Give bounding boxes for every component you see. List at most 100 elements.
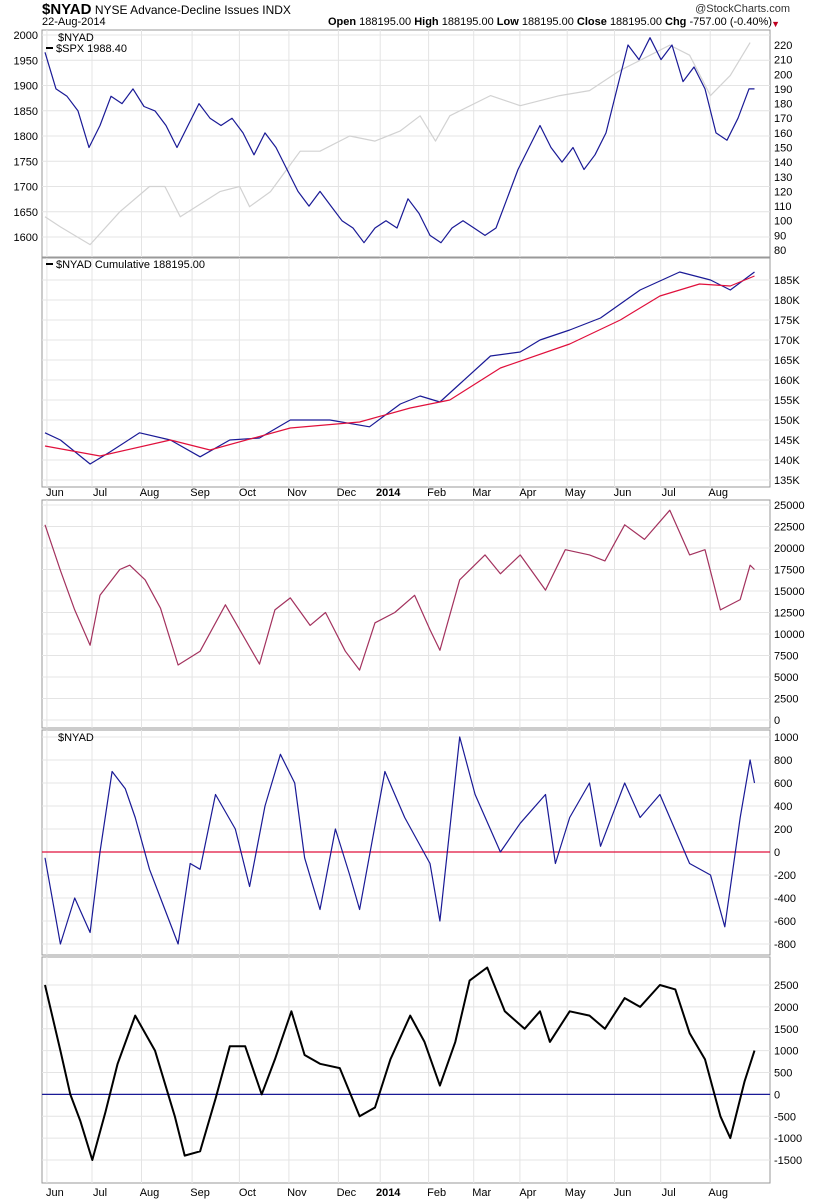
month-label: Aug xyxy=(708,1187,728,1199)
legend-label: $SPX 1988.40 xyxy=(56,43,127,55)
right-tick-label: 220 xyxy=(774,40,792,52)
month-label: Jul xyxy=(93,1187,107,1199)
right-tick-label: 150K xyxy=(774,415,800,427)
exchange: INDX xyxy=(262,3,291,17)
month-label: Jul xyxy=(93,487,107,499)
right-tick-label: 170 xyxy=(774,113,792,125)
right-tick-label: 200 xyxy=(774,69,792,81)
right-tick-label: 160 xyxy=(774,128,792,140)
chart-title: $NYAD NYSE Advance-Decline Issues INDX xyxy=(42,1,291,18)
symbol: $NYAD xyxy=(42,1,92,18)
panel-frame-indicator-1 xyxy=(41,499,771,729)
change-value: -757.00 (-0.40%) xyxy=(689,16,772,28)
right-tick-label: 210 xyxy=(774,55,792,67)
right-tick-label: 2000 xyxy=(774,1002,798,1014)
right-tick-label: 500 xyxy=(774,1068,792,1080)
legend-label: $NYAD xyxy=(58,732,94,744)
series-line-indicator xyxy=(44,509,755,671)
month-label: Nov xyxy=(287,487,307,499)
open-value: 188195.00 xyxy=(359,16,412,28)
month-label: Apr xyxy=(519,1187,536,1199)
month-label: Jun xyxy=(46,487,64,499)
left-tick-label: 1950 xyxy=(14,55,38,67)
left-tick-label: 1700 xyxy=(14,182,38,194)
legend-label: $NYAD Cumulative 188195.00 xyxy=(56,259,205,271)
right-tick-label: 1500 xyxy=(774,1024,798,1036)
right-tick-label: 1000 xyxy=(774,1046,798,1058)
right-tick-label: 0 xyxy=(774,1089,780,1101)
panel-frame-price xyxy=(41,29,771,258)
right-tick-label: 10000 xyxy=(774,629,805,641)
low-label: Low xyxy=(496,16,519,28)
ohlc-readout: Open 188195.00 High 188195.00 Low 188195… xyxy=(328,16,772,28)
month-label: Mar xyxy=(472,487,491,499)
right-tick-label: 600 xyxy=(774,778,792,790)
left-tick-label: 1600 xyxy=(14,232,38,244)
month-label: Aug xyxy=(140,1187,160,1199)
month-label: Aug xyxy=(708,487,728,499)
month-label: Nov xyxy=(287,1187,307,1199)
month-label: Jun xyxy=(614,487,632,499)
legend-label: $NYAD xyxy=(58,32,94,44)
right-tick-label: 12500 xyxy=(774,608,805,620)
right-tick-label: 0 xyxy=(774,847,780,859)
right-tick-label: 150 xyxy=(774,143,792,155)
right-tick-label: 90 xyxy=(774,230,786,242)
right-tick-label: 25000 xyxy=(774,500,805,512)
month-label: Feb xyxy=(427,487,446,499)
right-tick-label: 110 xyxy=(774,201,792,213)
month-label: May xyxy=(565,487,586,499)
right-tick-label: 200 xyxy=(774,824,792,836)
month-label: 2014 xyxy=(376,487,401,499)
month-label: Jul xyxy=(662,487,676,499)
right-tick-label: 400 xyxy=(774,801,792,813)
month-label: Aug xyxy=(140,487,160,499)
left-tick-label: 1800 xyxy=(14,131,38,143)
panel-frame-nyad xyxy=(41,729,771,956)
right-tick-label: 7500 xyxy=(774,651,798,663)
right-tick-label: 20000 xyxy=(774,543,805,555)
month-label: Dec xyxy=(337,1187,357,1199)
panel-frame-cumulative xyxy=(41,257,771,488)
right-tick-label: 135K xyxy=(774,475,800,487)
series-line-indicator xyxy=(44,966,756,1161)
right-tick-label: 2500 xyxy=(774,694,798,706)
panel-frame-indicator-2 xyxy=(41,956,771,1184)
right-tick-label: 1000 xyxy=(774,732,798,744)
month-label: Oct xyxy=(239,487,256,499)
right-tick-label: 130 xyxy=(774,172,792,184)
series-line--nyad xyxy=(44,37,755,244)
open-label: Open xyxy=(327,16,357,28)
right-tick-label: 800 xyxy=(774,755,792,767)
right-tick-label: 165K xyxy=(774,355,800,367)
month-label: Dec xyxy=(337,487,357,499)
right-tick-label: 0 xyxy=(774,715,780,727)
right-tick-label: 190 xyxy=(774,84,792,96)
right-tick-label: 160K xyxy=(774,375,800,387)
right-tick-label: 80 xyxy=(774,245,786,257)
month-label: 2014 xyxy=(376,1187,401,1199)
series-line--nyad xyxy=(44,736,756,945)
right-tick-label: 175K xyxy=(774,315,800,327)
left-tick-label: 1900 xyxy=(14,81,38,93)
right-tick-label: 170K xyxy=(774,335,800,347)
high-label: High xyxy=(414,16,439,28)
month-label: Sep xyxy=(190,487,210,499)
left-tick-label: 1850 xyxy=(14,106,38,118)
right-tick-label: 100 xyxy=(774,216,792,228)
left-tick-label: 2000 xyxy=(14,30,38,42)
right-tick-label: 5000 xyxy=(774,672,798,684)
series-line-moving-average xyxy=(44,275,755,457)
left-tick-label: 1750 xyxy=(14,156,38,168)
series-line--nyad-cumulative xyxy=(44,271,755,465)
right-tick-label: -600 xyxy=(774,916,796,928)
right-tick-label: 155K xyxy=(774,395,800,407)
security-name: NYSE Advance-Decline Issues xyxy=(94,3,259,17)
series-line--spx xyxy=(44,42,751,246)
change-label: Chg xyxy=(665,16,687,28)
right-tick-label: -500 xyxy=(774,1111,796,1123)
high-value: 188195.00 xyxy=(441,16,494,28)
right-tick-label: 15000 xyxy=(774,586,805,598)
right-tick-label: 140K xyxy=(774,455,800,467)
